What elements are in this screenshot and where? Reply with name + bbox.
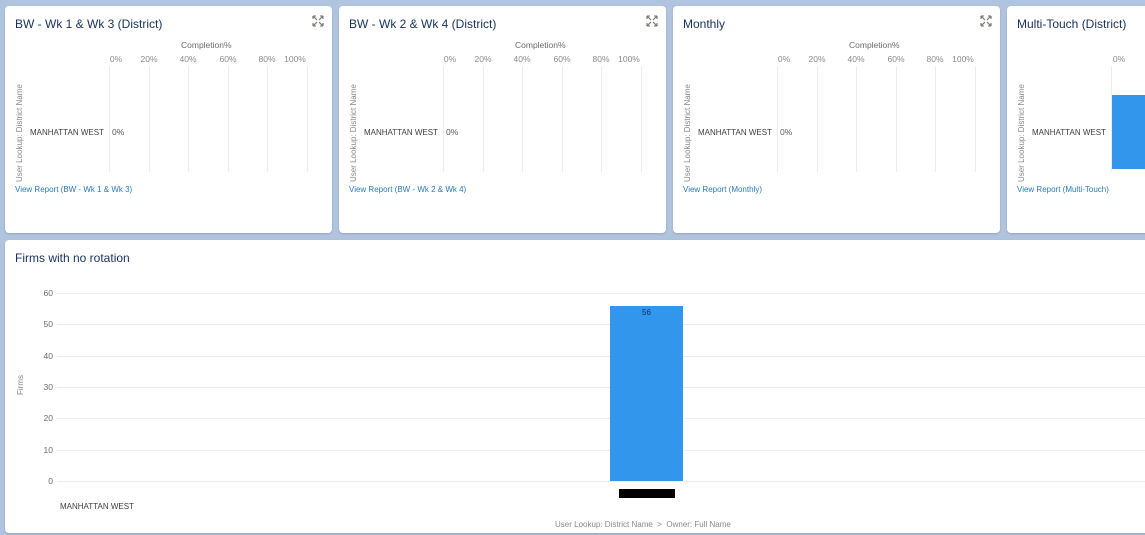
gridline bbox=[188, 66, 189, 172]
gridline bbox=[856, 66, 857, 172]
tick-label: 100% bbox=[284, 54, 306, 64]
y-tick-label: 10 bbox=[43, 445, 53, 455]
view-report-link[interactable]: View Report (Monthly) bbox=[683, 185, 762, 194]
dashboard-card-firms-no-rotation: Firms with no rotation Firms MANHATTAN W… bbox=[5, 240, 1145, 533]
tick-label: 0% bbox=[1112, 54, 1126, 64]
gridline bbox=[228, 66, 229, 172]
value-label: 0% bbox=[112, 127, 125, 137]
gridline bbox=[896, 66, 897, 172]
dashboard-card-bw-wk2-wk4: BW - Wk 2 & Wk 4 (District) Completion% … bbox=[339, 6, 666, 233]
gridline bbox=[149, 66, 150, 172]
y-axis-label: User Lookup: District Name bbox=[15, 84, 24, 182]
tick-label: 20% bbox=[140, 54, 158, 64]
gridline bbox=[57, 324, 1145, 325]
tick-label: 60% bbox=[887, 54, 905, 64]
y-axis-label: Firms bbox=[16, 375, 25, 395]
expand-icon[interactable] bbox=[646, 15, 658, 27]
row-label: MANHATTAN WEST bbox=[30, 128, 104, 137]
tick-label: 20% bbox=[474, 54, 492, 64]
y-axis-label: User Lookup: District Name bbox=[1017, 84, 1026, 182]
row-label: MANHATTAN WEST bbox=[1032, 128, 1106, 137]
card-title: Multi-Touch (District) bbox=[1017, 17, 1127, 31]
gridline bbox=[267, 66, 268, 172]
y-tick-label: 60 bbox=[43, 288, 53, 298]
expand-icon[interactable] bbox=[980, 15, 992, 27]
expand-icon[interactable] bbox=[312, 15, 324, 27]
x-axis-title: Completion% bbox=[849, 40, 900, 50]
tick-label: 60% bbox=[219, 54, 237, 64]
gridline bbox=[777, 66, 778, 172]
gridline bbox=[57, 356, 1145, 357]
tick-label: 40% bbox=[847, 54, 865, 64]
y-tick-label: 40 bbox=[43, 351, 53, 361]
category-label: MANHATTAN WEST bbox=[60, 502, 134, 511]
tick-label: 40% bbox=[179, 54, 197, 64]
gridline bbox=[522, 66, 523, 172]
gridline bbox=[57, 387, 1145, 388]
gridline bbox=[57, 293, 1145, 294]
row-label: MANHATTAN WEST bbox=[364, 128, 438, 137]
gridline bbox=[57, 418, 1145, 419]
bar[interactable] bbox=[1112, 95, 1145, 169]
gridline bbox=[562, 66, 563, 172]
tick-label: 80% bbox=[258, 54, 276, 64]
tick-label: 80% bbox=[592, 54, 610, 64]
tick-label: 40% bbox=[513, 54, 531, 64]
row-label: MANHATTAN WEST bbox=[698, 128, 772, 137]
card-title: BW - Wk 2 & Wk 4 (District) bbox=[349, 17, 497, 31]
y-tick-label: 0 bbox=[48, 476, 53, 486]
gridline bbox=[57, 450, 1145, 451]
dashboard-card-bw-wk1-wk3: BW - Wk 1 & Wk 3 (District) Completion% … bbox=[5, 6, 332, 233]
card-title: BW - Wk 1 & Wk 3 (District) bbox=[15, 17, 163, 31]
y-tick-label: 20 bbox=[43, 413, 53, 423]
view-report-link[interactable]: View Report (BW - Wk 1 & Wk 3) bbox=[15, 185, 133, 194]
tick-label: 20% bbox=[808, 54, 826, 64]
y-tick-label: 30 bbox=[43, 382, 53, 392]
card-title: Firms with no rotation bbox=[15, 251, 130, 265]
dashboard-card-multi-touch: Multi-Touch (District) 0% User Lookup: D… bbox=[1007, 6, 1145, 233]
bar[interactable] bbox=[610, 306, 683, 481]
tick-label: 0% bbox=[109, 54, 123, 64]
gridline bbox=[57, 481, 1145, 482]
gridline bbox=[1111, 66, 1112, 172]
tick-label: 0% bbox=[443, 54, 457, 64]
data-label: 56 bbox=[642, 308, 651, 317]
gridline bbox=[307, 66, 308, 172]
gridline bbox=[817, 66, 818, 172]
redacted-label bbox=[619, 489, 675, 498]
gridline bbox=[641, 66, 642, 172]
tick-label: 80% bbox=[926, 54, 944, 64]
tick-label: 100% bbox=[618, 54, 640, 64]
y-tick-label: 50 bbox=[43, 319, 53, 329]
gridline bbox=[975, 66, 976, 172]
gridline bbox=[483, 66, 484, 172]
value-label: 0% bbox=[780, 127, 793, 137]
x-axis-title: Completion% bbox=[181, 40, 232, 50]
gridline bbox=[109, 66, 110, 172]
y-axis-label: User Lookup: District Name bbox=[349, 84, 358, 182]
dashboard-card-monthly: Monthly Completion% 0% 20% 40% 60% 80% 1… bbox=[673, 6, 1000, 233]
tick-label: 100% bbox=[952, 54, 974, 64]
x-axis-title: Completion% bbox=[515, 40, 566, 50]
view-report-link[interactable]: View Report (BW - Wk 2 & Wk 4) bbox=[349, 185, 467, 194]
y-axis-label: User Lookup: District Name bbox=[683, 84, 692, 182]
card-title: Monthly bbox=[683, 17, 726, 31]
gridline bbox=[443, 66, 444, 172]
gridline bbox=[935, 66, 936, 172]
x-axis-label: User Lookup: District Name > Owner: Full… bbox=[555, 520, 731, 529]
gridline bbox=[601, 66, 602, 172]
view-report-link[interactable]: View Report (Multi-Touch) bbox=[1017, 185, 1109, 194]
tick-label: 0% bbox=[777, 54, 791, 64]
tick-label: 60% bbox=[553, 54, 571, 64]
value-label: 0% bbox=[446, 127, 459, 137]
